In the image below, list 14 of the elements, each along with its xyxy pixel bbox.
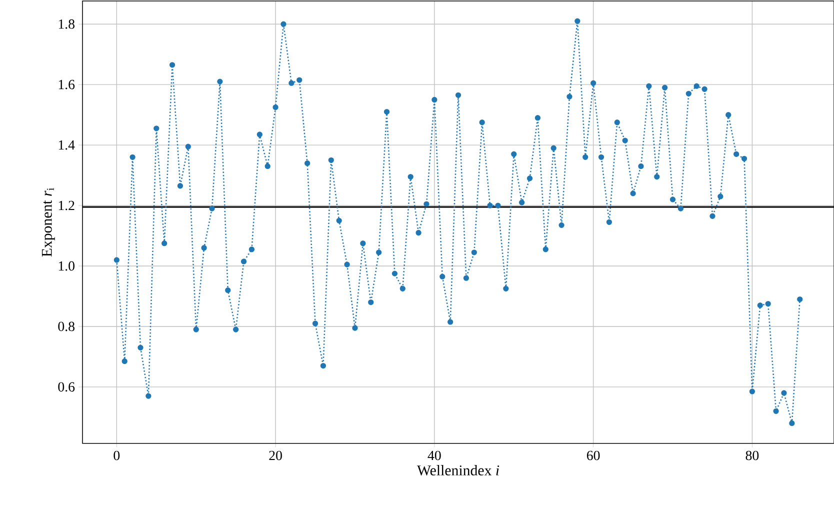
y-tick-label: 1.6 xyxy=(58,80,75,90)
x-tick-label: 60 xyxy=(586,450,600,460)
y-tick-label: 0.8 xyxy=(58,322,74,332)
x-tick-label: 0 xyxy=(114,450,120,460)
x-axis-title: Wellenindex i xyxy=(417,465,500,476)
y-tick-label: 1.0 xyxy=(58,261,74,271)
y-tick-label: 0.6 xyxy=(58,382,75,392)
x-tick-label: 40 xyxy=(428,450,441,460)
y-tick-label: 1.8 xyxy=(58,19,74,29)
y-tick-label: 1.2 xyxy=(58,200,74,210)
x-tick-label: 20 xyxy=(269,450,282,460)
y-tick-label: 1.4 xyxy=(58,140,75,150)
x-tick-label: 80 xyxy=(746,450,759,460)
y-axis-title: Exponent r$_{i}$ xyxy=(42,188,55,257)
